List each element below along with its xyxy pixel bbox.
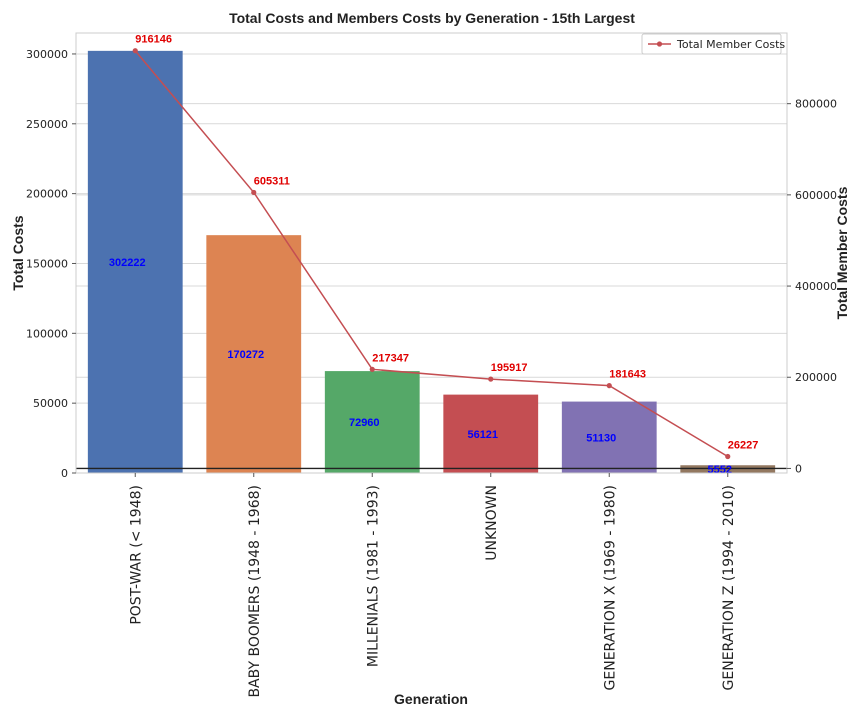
line-value-label: 195917 [491,362,528,374]
y-tick-label: 150000 [26,257,68,270]
chart-title: Total Costs and Members Costs by Generat… [229,10,635,26]
legend: Total Member Costs [641,33,785,55]
labels-layer: 302222 170272 72960 56121 51130 5552 916146 605… [109,34,758,476]
line-layer [132,48,731,460]
legend-entry-total-member-costs: Total Member Costs [676,38,785,51]
plot-frame [75,32,788,474]
axes-layer: 0 50000 100000 150000 200000 250000 300000 0 200… [26,48,837,698]
grid-layer [76,53,787,474]
line-value-label: 181643 [609,369,646,381]
bar [561,401,657,473]
y2-tick-label: 200000 [795,371,837,384]
x-tick-label: GENERATION X (1969 - 1980) [602,485,618,690]
y-tick-label: 300000 [26,48,68,61]
line-point [369,366,375,372]
y2-tick-label: 400000 [795,280,837,293]
x-tick-label: GENERATION Z (1994 - 2010) [721,485,737,690]
bars-layer [87,50,776,474]
line-value-label: 916146 [135,34,172,46]
bar-value-label: 170272 [227,349,264,361]
x-tick-label: UNKNOWN [484,485,500,561]
bar-value-label: 302222 [109,257,146,269]
x-axis-label: Generation [394,691,468,707]
y-tick-label: 100000 [26,327,68,340]
bar-value-label: 5552 [708,464,732,476]
y-tick-label: 250000 [26,118,68,131]
line-value-label: 605311 [254,175,290,187]
line-value-label: 26227 [728,439,759,451]
bar-value-label: 56121 [467,429,498,441]
line-point [488,376,494,382]
bar [443,394,539,473]
y2-axis-label: Total Member Costs [834,186,850,319]
line-point [251,189,257,196]
line-point [132,48,138,54]
x-tick-label: MILLENIALS (1981 - 1993) [365,485,381,667]
y-axis-label: Total Costs [10,215,26,290]
y-tick-label: 0 [61,467,68,480]
bar [87,50,183,474]
x-tick-label: POST-WAR (< 1948) [128,485,144,625]
bar-value-label: 51130 [586,432,616,444]
legend-box [641,33,782,55]
y-tick-label: 200000 [26,188,68,201]
legend-dot-marker [656,41,663,47]
line-value-label: 217347 [372,352,409,364]
bar [680,465,776,473]
line-point [606,383,612,389]
member-costs-line [134,50,729,458]
bar-value-label: 72960 [349,417,380,429]
y2-tick-label: 600000 [795,189,837,202]
y2-tick-label: 0 [795,462,802,475]
bar [324,371,420,473]
x-tick-label: BABY BOOMERS (1948 - 1968) [247,485,263,698]
y2-tick-label: 800000 [795,98,837,111]
bar [206,235,302,473]
line-point [725,453,731,460]
y-tick-label: 50000 [33,397,68,410]
